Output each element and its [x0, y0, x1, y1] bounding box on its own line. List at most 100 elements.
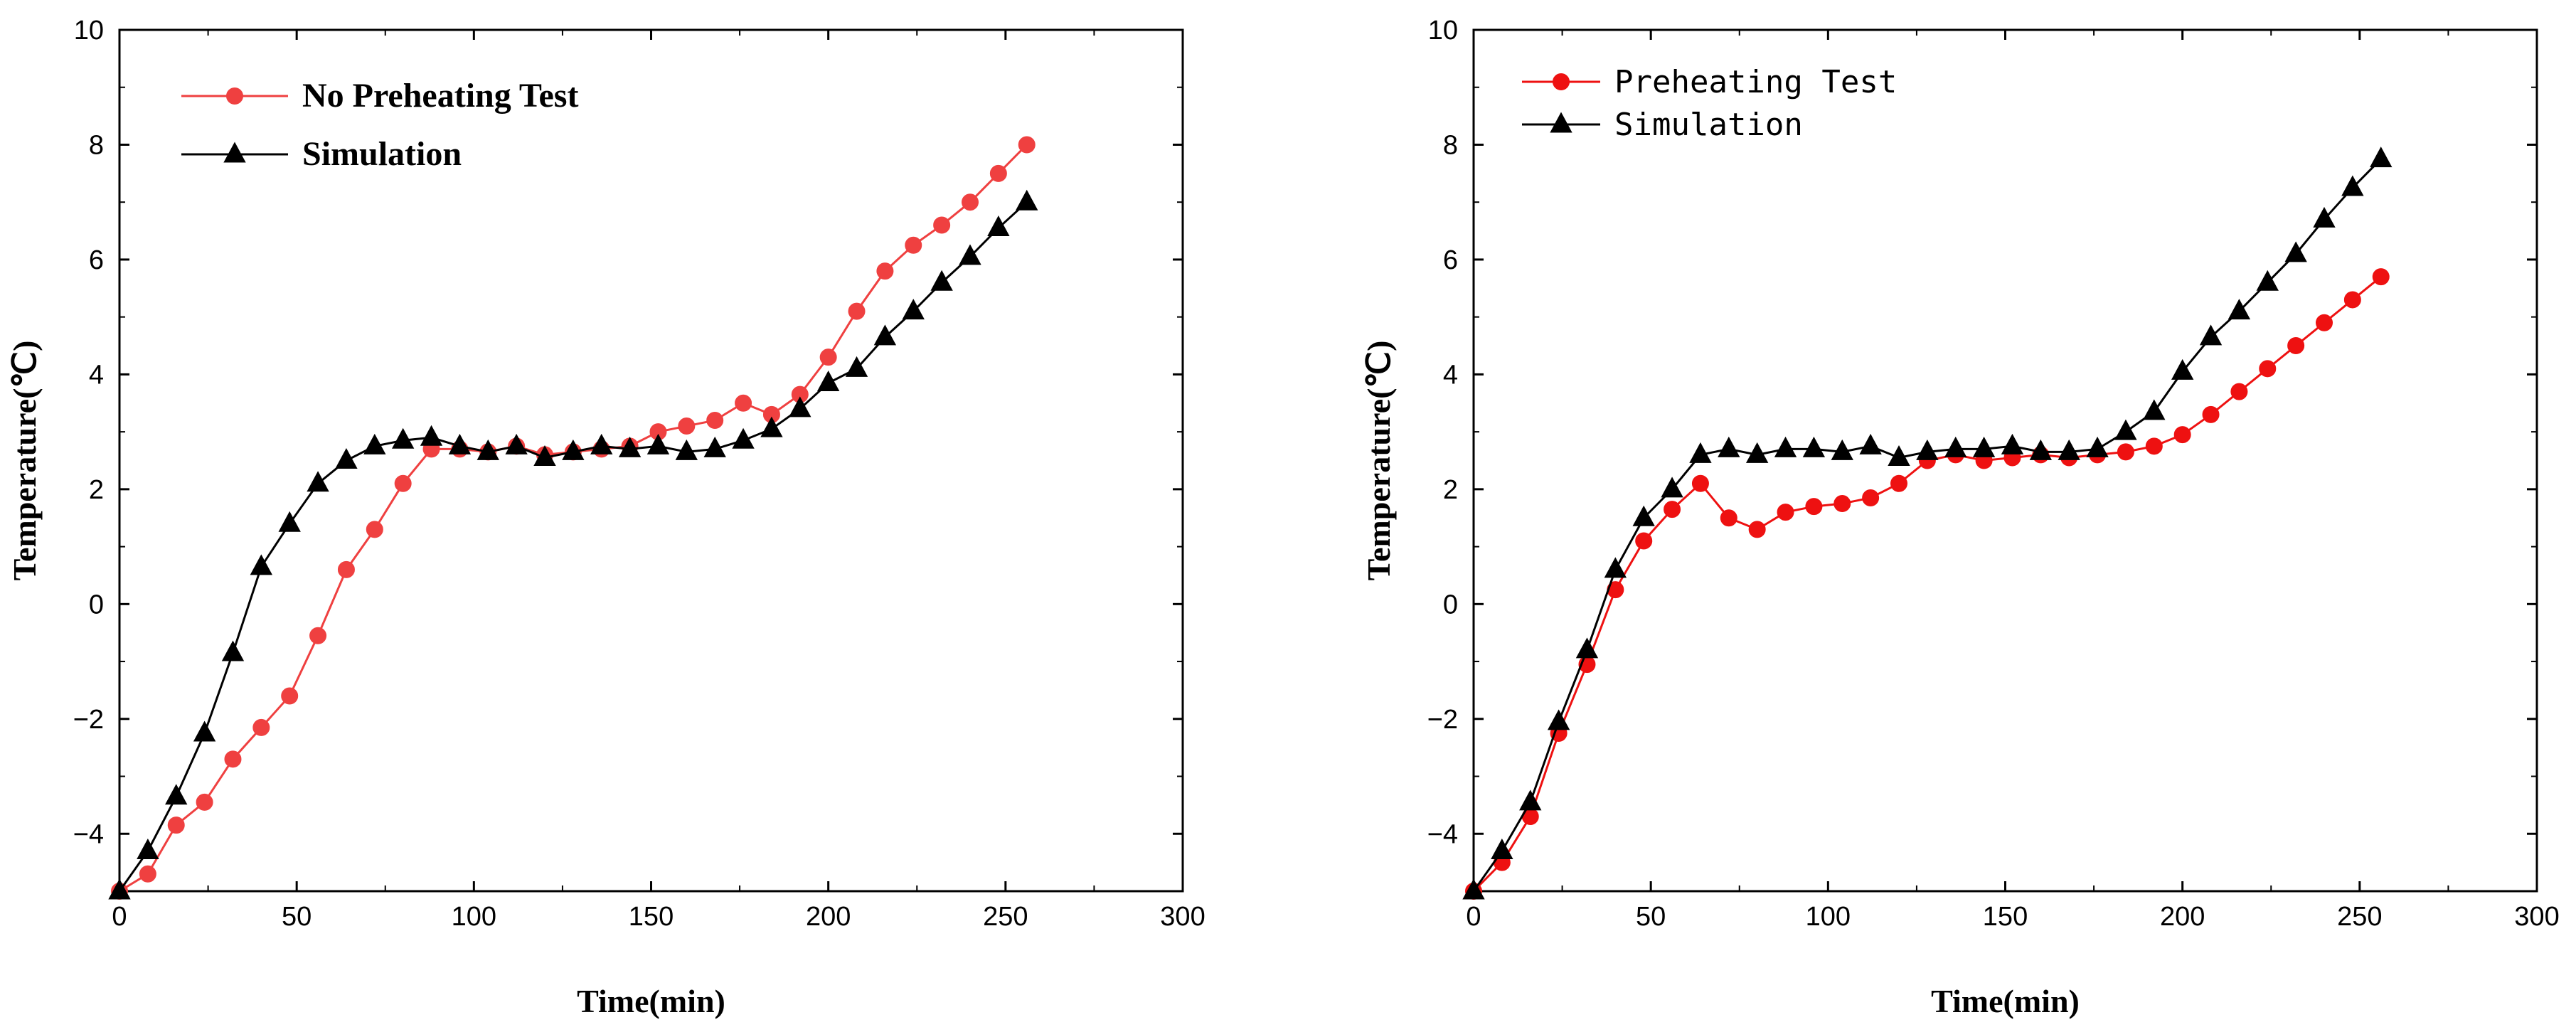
legend-marker	[1553, 73, 1570, 90]
data-point	[590, 433, 613, 454]
data-point	[989, 164, 1007, 182]
data-point	[2341, 175, 2364, 196]
legend-label: Preheating Test	[1614, 64, 1897, 100]
data-point	[1689, 442, 1712, 463]
data-point	[2145, 437, 2163, 455]
data-point	[1862, 489, 1880, 506]
data-point	[1745, 442, 1769, 463]
data-point	[1916, 439, 1939, 460]
x-tick-label: 200	[2160, 902, 2205, 932]
data-point	[2370, 147, 2393, 168]
y-tick-label: 10	[74, 16, 104, 46]
data-point	[1632, 505, 1655, 526]
data-point	[1944, 436, 1967, 457]
data-point	[2202, 405, 2220, 423]
chart-panel-1: 0 50 100 150 200 250 300 −4 −2 0 2 4 6 8 10 Time(min) Te…	[6, 16, 1205, 1019]
data-point	[732, 427, 755, 449]
series-line	[1472, 158, 2382, 892]
data-point	[337, 560, 355, 578]
data-point	[250, 554, 273, 575]
data-point	[2143, 399, 2166, 420]
data-point	[2228, 299, 2251, 320]
data-point	[1888, 445, 1910, 466]
data-point	[165, 784, 188, 805]
legend: Preheating Test Simulation	[1522, 64, 1897, 143]
legend-marker	[226, 87, 243, 105]
data-point	[1575, 637, 1599, 659]
data-point	[2001, 433, 2024, 454]
series-line	[119, 144, 1028, 893]
data-point	[816, 371, 840, 392]
data-point	[2230, 383, 2248, 400]
y-axis-title: Temperature(℃)	[6, 341, 43, 581]
data-point	[1519, 789, 1542, 811]
data-point	[618, 436, 642, 457]
data-point	[1547, 709, 1570, 730]
data-point	[962, 193, 979, 211]
data-point	[1720, 509, 1737, 527]
x-tick-label: 250	[983, 902, 1028, 932]
data-point	[905, 236, 922, 254]
data-point	[2287, 337, 2305, 355]
legend-label: No Preheating Test	[302, 77, 578, 115]
data-point	[706, 411, 724, 429]
series-1-no-preheating-test	[111, 136, 1036, 900]
data-point	[363, 433, 386, 454]
x-tick-label: 250	[2337, 902, 2382, 932]
legend-marker	[223, 142, 246, 163]
data-point	[1718, 436, 1740, 457]
data-point	[845, 356, 868, 377]
data-point	[2372, 268, 2390, 286]
data-point	[391, 427, 415, 449]
data-point	[848, 302, 866, 320]
y-axis-title: Temperature(℃)	[1361, 341, 1397, 581]
x-tick-label: 150	[1983, 902, 2028, 932]
data-point	[196, 793, 213, 811]
data-point	[1016, 189, 1038, 211]
data-point	[987, 216, 1010, 237]
data-point	[366, 521, 383, 538]
x-tick-label: 300	[1160, 902, 1205, 932]
data-point	[1661, 477, 1683, 498]
legend-label: Simulation	[302, 135, 462, 173]
data-point	[477, 439, 499, 460]
data-point	[1972, 436, 1996, 457]
data-point	[137, 838, 159, 859]
data-point	[448, 433, 472, 454]
series-2-simulation	[1462, 147, 2393, 900]
data-point	[167, 816, 185, 834]
x-tick-label: 100	[1806, 902, 1851, 932]
data-point	[933, 216, 951, 234]
data-point	[1462, 878, 1485, 900]
data-point	[278, 511, 301, 532]
data-point	[1491, 838, 1513, 859]
data-point	[959, 244, 981, 265]
x-tick-label: 150	[629, 902, 674, 932]
y-tick-label: −2	[73, 705, 104, 735]
data-point	[2058, 439, 2080, 460]
y-tick-label: 8	[89, 130, 104, 160]
x-axis-title: Time(min)	[1931, 983, 2080, 1019]
data-point	[930, 270, 953, 291]
data-point	[394, 474, 412, 492]
data-point	[1664, 501, 1681, 518]
y-tick-label: 2	[89, 475, 104, 505]
data-point	[703, 436, 726, 457]
x-tick-label: 50	[282, 902, 312, 932]
data-point	[1604, 557, 1627, 578]
data-point	[193, 720, 216, 742]
data-point	[2114, 419, 2137, 440]
data-point	[1859, 433, 1882, 454]
x-tick-label: 100	[452, 902, 496, 932]
data-point	[1774, 436, 1797, 457]
x-axis-title: Time(min)	[577, 983, 725, 1019]
y-tick-label: −4	[1427, 819, 1458, 849]
x-tick-label: 0	[112, 902, 127, 932]
series-2-simulation	[108, 189, 1038, 900]
data-point	[876, 262, 894, 280]
legend-marker	[1550, 112, 1572, 133]
data-point	[562, 439, 585, 460]
y-tick-label: 10	[1428, 16, 1458, 46]
y-tick-label: 2	[1443, 475, 1458, 505]
